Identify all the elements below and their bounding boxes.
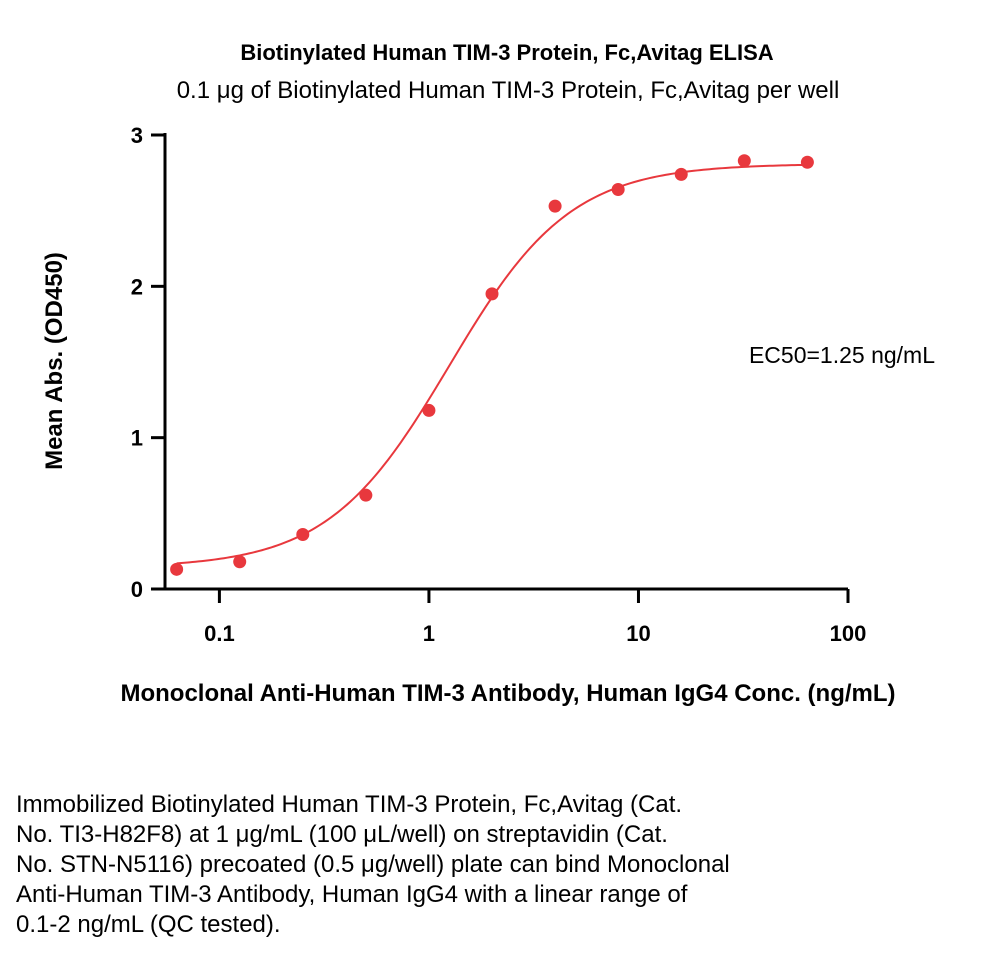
data-point (485, 287, 499, 301)
data-point (548, 199, 562, 213)
data-point (296, 528, 310, 542)
x-axis-label: Monoclonal Anti-Human TIM-3 Antibody, Hu… (120, 680, 895, 707)
data-points (170, 154, 814, 576)
data-point (674, 167, 688, 181)
figure-caption: Immobilized Biotinylated Human TIM-3 Pro… (16, 791, 730, 938)
y-tick-label: 3 (131, 123, 143, 148)
data-point (611, 182, 625, 196)
chart-title: Biotinylated Human TIM-3 Protein, Fc,Avi… (240, 40, 773, 65)
y-tick-label: 1 (131, 426, 143, 451)
x-tick-label: 1 (423, 621, 435, 646)
y-tick-label: 0 (131, 577, 143, 602)
data-point (737, 154, 751, 168)
ec50-annotation: EC50=1.25 ng/mL (749, 342, 935, 368)
x-tick-label: 0.1 (204, 621, 235, 646)
data-point (170, 562, 184, 576)
y-axis-label: Mean Abs. (OD450) (41, 252, 68, 470)
data-point (359, 488, 373, 502)
axis-ticks: 0 1 2 3 0.1 1 10 100 (131, 123, 867, 646)
y-tick-label: 2 (131, 274, 143, 299)
x-tick-label: 100 (830, 621, 867, 646)
data-point (422, 403, 436, 417)
data-point (800, 155, 814, 169)
data-point (233, 555, 247, 569)
fit-curve (176, 163, 808, 565)
chart-subtitle: 0.1 μg of Biotinylated Human TIM-3 Prote… (177, 77, 840, 104)
x-tick-label: 10 (626, 621, 650, 646)
